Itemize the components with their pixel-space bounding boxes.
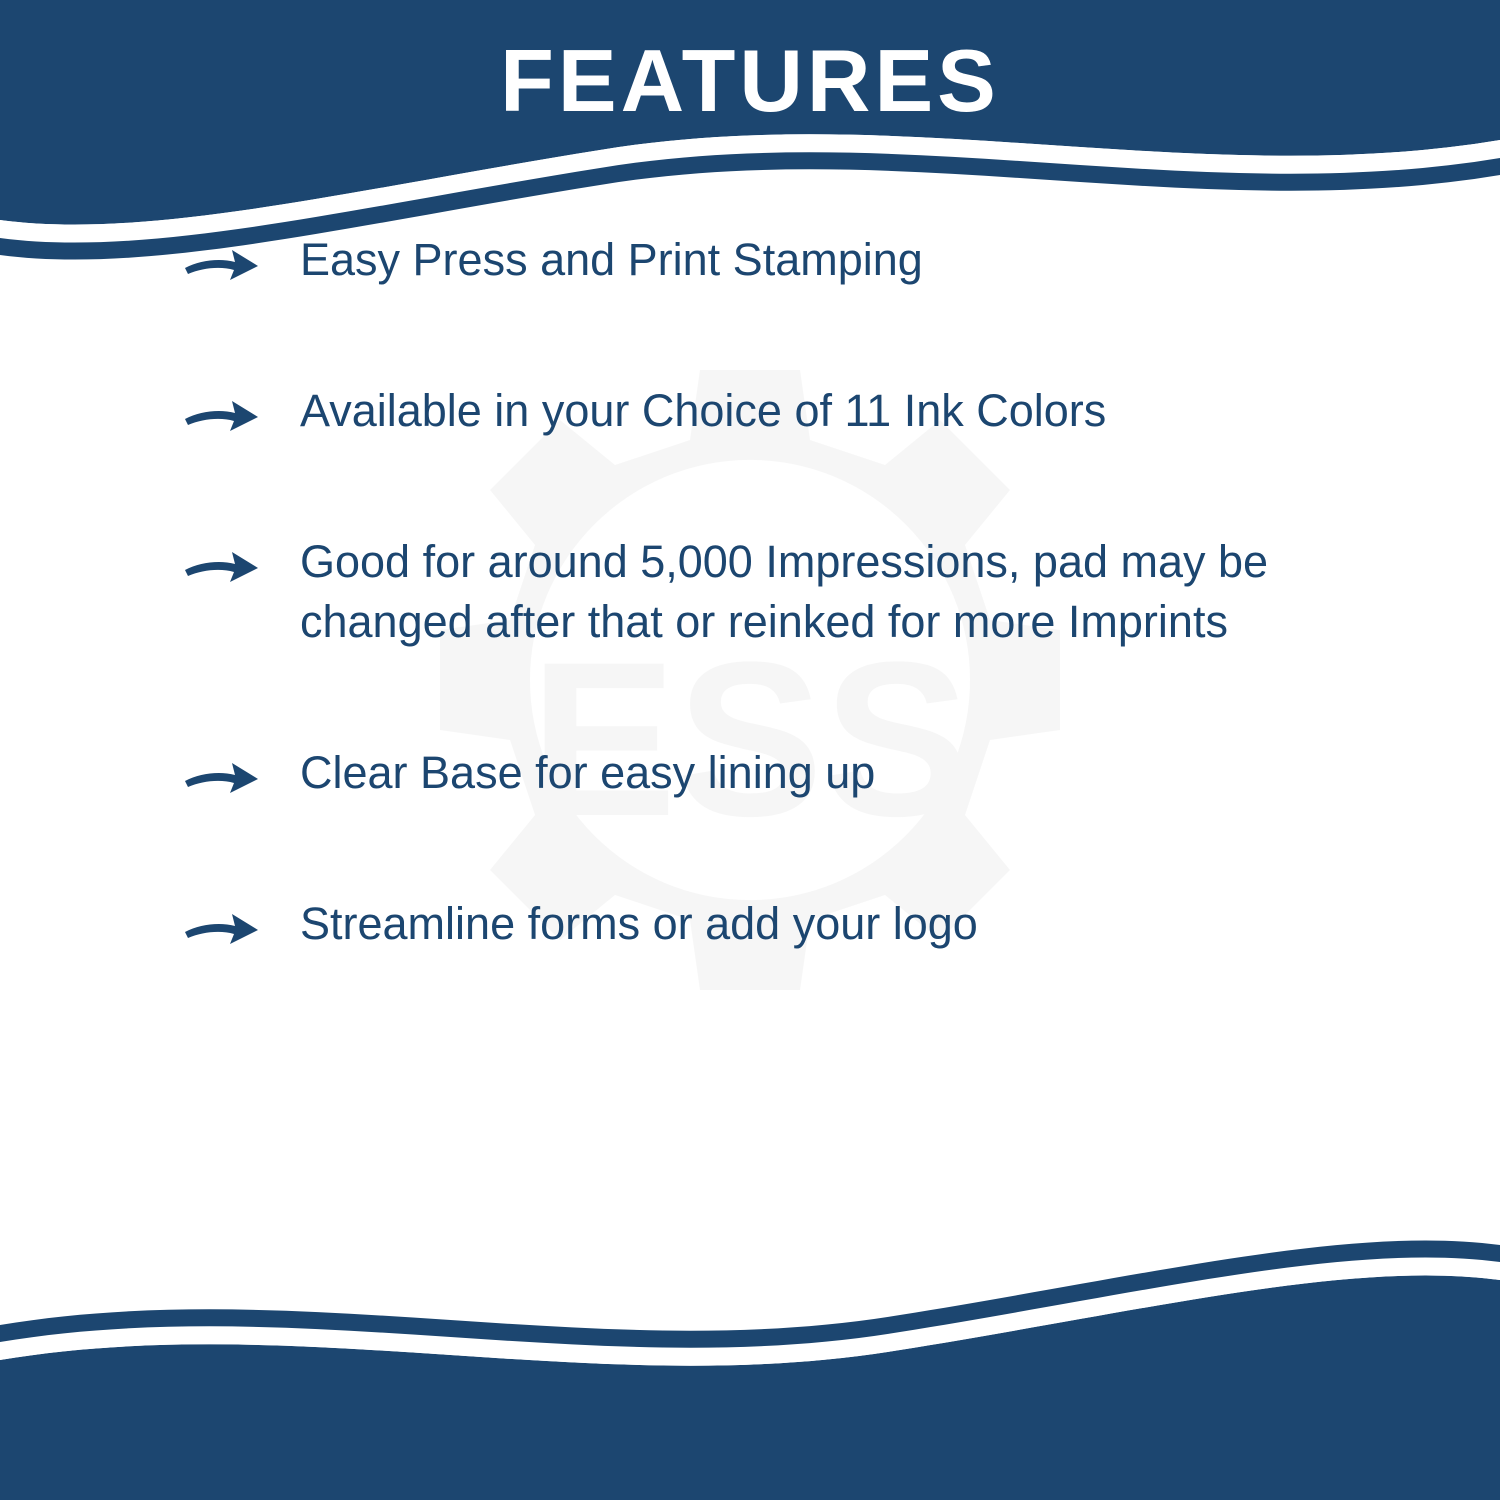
arrow-icon [180, 753, 260, 798]
feature-text: Available in your Choice of 11 Ink Color… [260, 381, 1106, 442]
arrow-icon [180, 904, 260, 949]
arrow-icon [180, 542, 260, 587]
feature-item: Clear Base for easy lining up [180, 743, 1400, 804]
feature-item: Available in your Choice of 11 Ink Color… [180, 381, 1400, 442]
feature-item: Streamline forms or add your logo [180, 894, 1400, 955]
feature-text: Clear Base for easy lining up [260, 743, 875, 804]
footer-wave [0, 1220, 1500, 1500]
feature-item: Good for around 5,000 Impressions, pad m… [180, 532, 1400, 654]
feature-text: Good for around 5,000 Impressions, pad m… [260, 532, 1400, 654]
feature-text: Streamline forms or add your logo [260, 894, 978, 955]
arrow-icon [180, 391, 260, 436]
page-title: FEATURES [500, 30, 1000, 132]
features-list: Easy Press and Print Stamping Available … [180, 230, 1400, 1045]
